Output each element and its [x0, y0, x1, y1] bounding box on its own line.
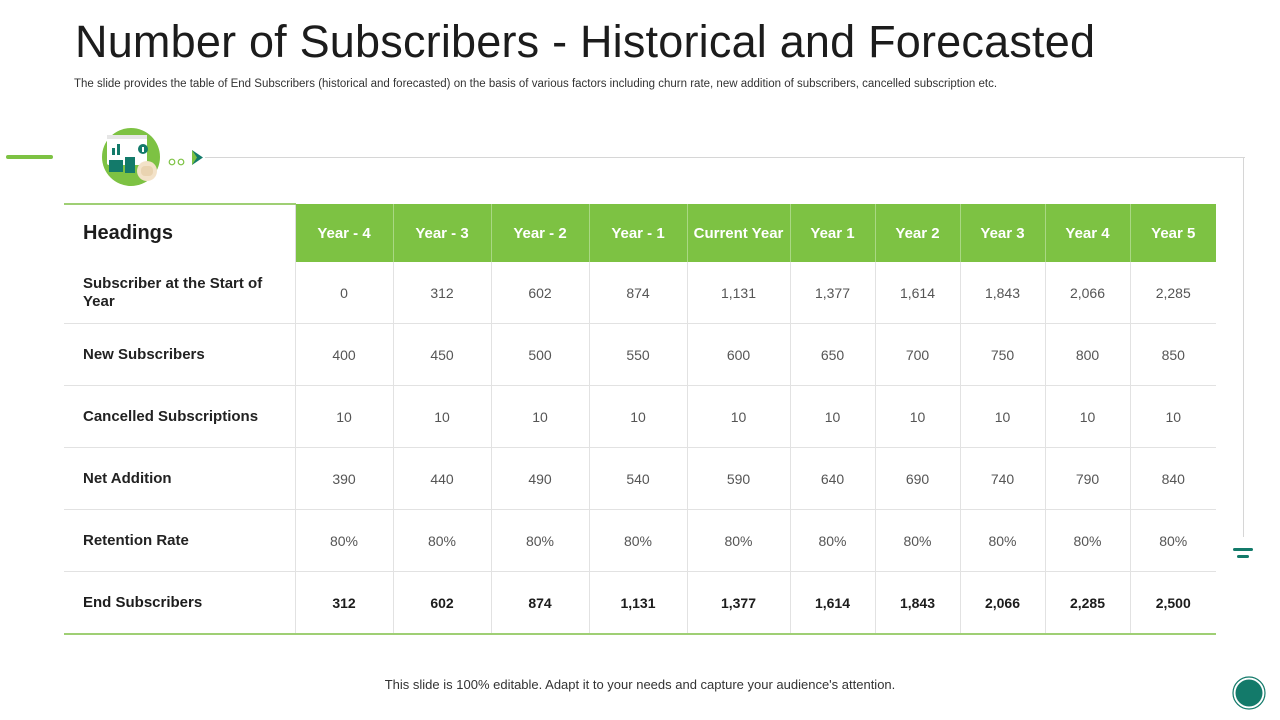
table-cell: 750	[959, 323, 1045, 386]
dots-icon	[168, 153, 188, 166]
table-cell: 2,285	[1044, 571, 1130, 635]
table-cell: 1,843	[959, 262, 1045, 324]
table-cell: 700	[874, 323, 960, 386]
table-cell: 2,500	[1129, 571, 1216, 635]
table-cell: 400	[294, 323, 393, 386]
table-cell: 440	[392, 447, 491, 510]
table-cell: 540	[588, 447, 687, 510]
table-cell: 80%	[686, 509, 790, 572]
table-cell: 840	[1129, 447, 1216, 510]
table-cell: 10	[490, 385, 589, 448]
table-row-total: End Subscribers 312 602 874 1,131 1,377 …	[64, 571, 1216, 635]
table-cell: 490	[490, 447, 589, 510]
table-header-row: Headings Year - 4 Year - 3 Year - 2 Year…	[64, 203, 1216, 262]
table-cell: 10	[959, 385, 1045, 448]
table-cell: 10	[789, 385, 875, 448]
table-cell: 80%	[588, 509, 687, 572]
table-heading-label: Headings	[64, 203, 296, 262]
table-cell: 790	[1044, 447, 1130, 510]
table-cell: 874	[588, 262, 687, 324]
nav-circle-icon[interactable]	[1232, 676, 1266, 710]
table-row: Subscriber at the Start of Year 0 312 60…	[64, 262, 1216, 324]
table-cell: 80%	[392, 509, 491, 572]
table-cell: 450	[392, 323, 491, 386]
table-cell: 2,285	[1129, 262, 1216, 324]
table-cell: 590	[686, 447, 790, 510]
table-cell: 1,131	[686, 262, 790, 324]
decorative-line-right	[1243, 157, 1244, 537]
dashboard-icon	[101, 128, 163, 186]
table-cell: 80%	[294, 509, 393, 572]
table-cell: 600	[686, 323, 790, 386]
table-cell: 80%	[874, 509, 960, 572]
table-cell: 2,066	[959, 571, 1045, 635]
table-cell: 740	[959, 447, 1045, 510]
table-row: Cancelled Subscriptions 10 10 10 10 10 1…	[64, 385, 1216, 448]
table-cell: 690	[874, 447, 960, 510]
table-cell: 550	[588, 323, 687, 386]
table-cell: 10	[588, 385, 687, 448]
column-header: Current Year	[686, 204, 790, 262]
table-cell: 80%	[1044, 509, 1130, 572]
column-header: Year 1	[789, 204, 875, 262]
table-cell: 0	[294, 262, 393, 324]
table-cell: 800	[1044, 323, 1130, 386]
row-label: New Subscribers	[64, 323, 295, 386]
table-cell: 1,377	[686, 571, 790, 635]
table-cell: 500	[490, 323, 589, 386]
arrow-right-icon	[191, 149, 205, 166]
table-cell: 1,377	[789, 262, 875, 324]
table-cell: 312	[294, 571, 393, 635]
row-label: Cancelled Subscriptions	[64, 385, 295, 448]
table-cell: 10	[1044, 385, 1130, 448]
row-label: Net Addition	[64, 447, 295, 510]
subscribers-table: Headings Year - 4 Year - 3 Year - 2 Year…	[64, 203, 1216, 635]
table-cell: 1,614	[789, 571, 875, 635]
column-header: Year 2	[874, 204, 960, 262]
page-title: Number of Subscribers - Historical and F…	[75, 16, 1096, 67]
table-cell: 1,843	[874, 571, 960, 635]
footer-note: This slide is 100% editable. Adapt it to…	[384, 677, 896, 692]
table-cell: 80%	[789, 509, 875, 572]
table-cell: 10	[874, 385, 960, 448]
decorative-line-left	[6, 155, 53, 159]
page-subtitle: The slide provides the table of End Subs…	[74, 78, 998, 90]
table-cell: 10	[294, 385, 393, 448]
table-cell: 80%	[1129, 509, 1216, 572]
column-header: Year - 1	[588, 204, 687, 262]
table-cell: 602	[490, 262, 589, 324]
table-cell: 10	[392, 385, 491, 448]
table-cell: 10	[686, 385, 790, 448]
row-label: Retention Rate	[64, 509, 295, 572]
table-cell: 850	[1129, 323, 1216, 386]
column-header: Year - 4	[294, 204, 393, 262]
table-cell: 390	[294, 447, 393, 510]
table-row: New Subscribers 400 450 500 550 600 650 …	[64, 323, 1216, 386]
table-cell: 640	[789, 447, 875, 510]
menu-icon[interactable]	[1233, 548, 1253, 560]
column-header: Year 5	[1129, 204, 1216, 262]
row-label: End Subscribers	[64, 571, 295, 635]
column-header: Year - 3	[392, 204, 491, 262]
table-cell: 1,131	[588, 571, 687, 635]
decorative-line-top	[205, 157, 1245, 158]
table-cell: 602	[392, 571, 491, 635]
column-header: Year - 2	[490, 204, 589, 262]
table-cell: 874	[490, 571, 589, 635]
table-cell: 80%	[490, 509, 589, 572]
table-cell: 2,066	[1044, 262, 1130, 324]
table-row: Net Addition 390 440 490 540 590 640 690…	[64, 447, 1216, 510]
column-header: Year 3	[959, 204, 1045, 262]
row-label: Subscriber at the Start of Year	[64, 262, 295, 324]
table-cell: 1,614	[874, 262, 960, 324]
table-cell: 10	[1129, 385, 1216, 448]
table-row: Retention Rate 80% 80% 80% 80% 80% 80% 8…	[64, 509, 1216, 572]
table-cell: 80%	[959, 509, 1045, 572]
table-cell: 650	[789, 323, 875, 386]
column-header: Year 4	[1044, 204, 1130, 262]
table-cell: 312	[392, 262, 491, 324]
